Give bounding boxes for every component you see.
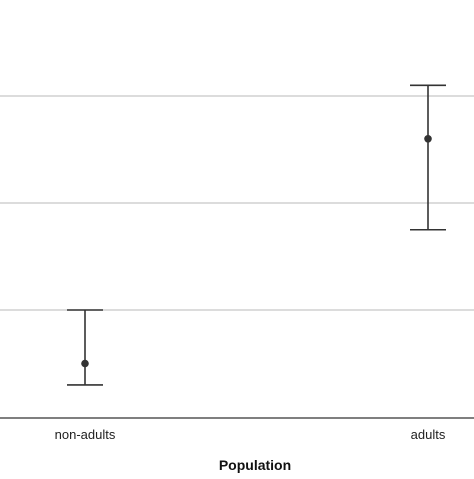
gridlines (0, 95, 474, 311)
error-bars (67, 84, 446, 386)
mean-point (424, 135, 432, 143)
mean-point (81, 359, 89, 368)
x-axis-title: Population (219, 457, 291, 473)
error-bar-adults (410, 84, 446, 231)
tick-label-adults: adults (411, 427, 446, 442)
tick-label-non-adults: non-adults (55, 427, 116, 442)
tick-labels: non-adults adults (55, 427, 446, 442)
error-bar-non-adults (67, 309, 103, 386)
